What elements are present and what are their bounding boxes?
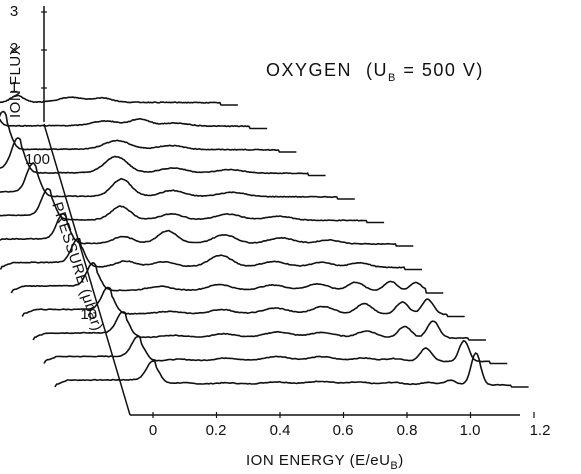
ion-flux-axis-title: ION FLUX (7, 45, 24, 118)
x-tick-label: 0 (149, 422, 157, 439)
spectrum-line (21, 286, 465, 318)
flux-tick-label: 3 (10, 3, 18, 20)
spectrum-line (54, 352, 529, 388)
pressure-tick-label: 100 (25, 151, 50, 168)
spectrum-line (0, 94, 238, 106)
spectra-group (0, 94, 529, 388)
spectrum-line (0, 118, 268, 130)
spectrum-line (0, 238, 422, 271)
energy-axis-title: ION ENERGY (E/eUB) (246, 452, 404, 472)
spectrum-line (0, 187, 385, 224)
x-tick-label: 0.2 (206, 422, 227, 439)
x-tick-label: 0.4 (270, 422, 291, 439)
spectrum-line (0, 137, 326, 177)
spectrum-line (32, 311, 486, 341)
spectrum-line (0, 212, 414, 247)
flux-tick-label: 1 (10, 79, 18, 96)
x-tick-label: 1.0 (460, 422, 481, 439)
pressure-tick-label: 10 (80, 306, 97, 323)
x-tick-label: 1.2 (530, 422, 551, 439)
chart-title: OXYGEN (UB = 500 V) (266, 60, 484, 84)
spectrum-line (10, 261, 444, 294)
spectrum-line (43, 335, 508, 365)
x-tick-label: 0.6 (333, 422, 354, 439)
spectrum-line (0, 110, 297, 153)
flux-tick-label: 2 (10, 40, 18, 57)
tick-marks-group (41, 11, 535, 418)
x-tick-label: 0.8 (397, 422, 418, 439)
